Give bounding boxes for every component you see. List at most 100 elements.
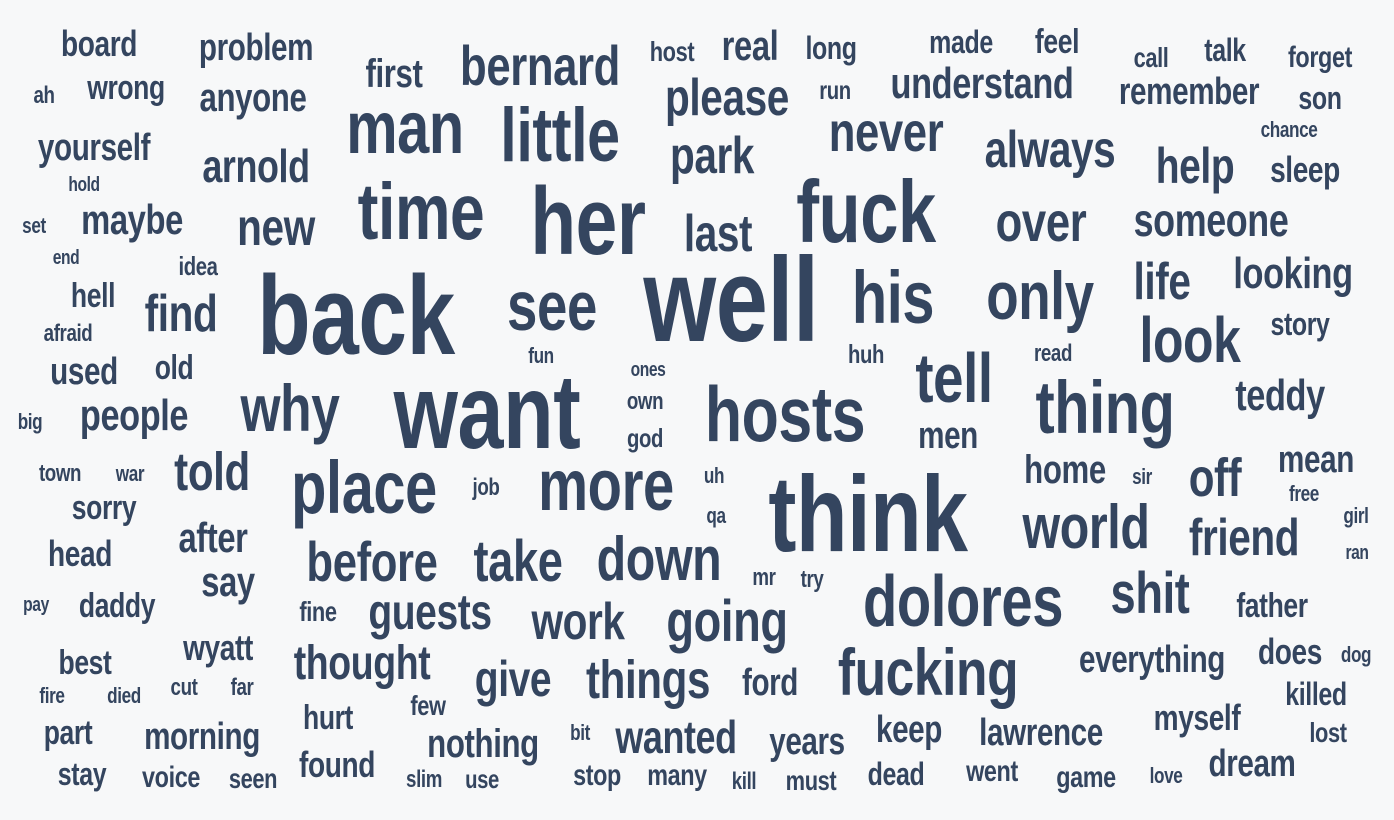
word-work: work: [531, 593, 625, 651]
word-board: board: [60, 23, 138, 64]
word-why: why: [240, 371, 340, 445]
word-over: over: [995, 190, 1087, 253]
word-new: new: [237, 199, 315, 257]
word-must: must: [785, 765, 837, 796]
word-life: life: [1133, 253, 1191, 311]
word-think: think: [768, 453, 968, 574]
word-war: war: [115, 461, 145, 486]
word-try: try: [800, 566, 824, 593]
word-son: son: [1298, 80, 1342, 116]
word-made: made: [929, 24, 993, 60]
word-give: give: [474, 651, 552, 707]
word-never: never: [828, 100, 944, 163]
word-his: his: [851, 256, 935, 339]
word-few: few: [410, 690, 446, 721]
word-only: only: [986, 258, 1094, 334]
word-things: things: [585, 650, 711, 710]
word-well: well: [643, 233, 819, 367]
word-dream: dream: [1208, 743, 1296, 785]
word-arnold: arnold: [202, 140, 310, 192]
word-wanted: wanted: [615, 711, 737, 763]
word-hold: hold: [68, 174, 100, 196]
word-slim: slim: [406, 766, 442, 793]
word-hurt: hurt: [303, 699, 353, 737]
word-men: men: [918, 415, 978, 457]
word-someone: someone: [1133, 194, 1289, 246]
word-kill: kill: [731, 768, 757, 795]
word-head: head: [48, 533, 112, 574]
word-want: want: [393, 353, 581, 471]
word-pay: pay: [23, 594, 49, 616]
word-set: set: [22, 213, 46, 238]
word-use: use: [465, 764, 499, 794]
word-always: always: [984, 121, 1116, 179]
word-told: told: [174, 442, 250, 502]
word-going: going: [666, 589, 788, 654]
word-used: used: [50, 351, 118, 393]
word-daddy: daddy: [78, 587, 156, 625]
word-friend: friend: [1188, 509, 1300, 567]
word-understand: understand: [890, 59, 1074, 108]
word-look: look: [1139, 304, 1241, 376]
word-god: god: [626, 423, 664, 453]
word-wyatt: wyatt: [183, 627, 253, 668]
word-little: little: [500, 93, 620, 178]
word-say: say: [201, 558, 255, 605]
word-uh: uh: [703, 463, 725, 488]
word-her: her: [530, 168, 646, 275]
word-off: off: [1188, 448, 1242, 508]
word-tell: tell: [915, 339, 993, 417]
word-stop: stop: [573, 759, 621, 792]
word-more: more: [538, 446, 674, 526]
word-forget: forget: [1288, 41, 1352, 74]
word-wrong: wrong: [87, 69, 165, 107]
word-help: help: [1155, 138, 1235, 194]
word-big: big: [17, 409, 43, 434]
word-before: before: [306, 530, 438, 593]
word-ran: ran: [1345, 542, 1369, 564]
word-looking: looking: [1233, 249, 1353, 298]
word-park: park: [669, 127, 755, 185]
word-after: after: [178, 514, 248, 561]
word-voice: voice: [142, 761, 200, 794]
word-ah: ah: [33, 82, 55, 109]
word-man: man: [346, 86, 464, 169]
word-run: run: [819, 75, 851, 105]
word-host: host: [649, 36, 695, 67]
word-seen: seen: [228, 763, 278, 794]
word-killed: killed: [1285, 676, 1347, 712]
word-bernard: bernard: [460, 34, 620, 97]
word-went: went: [966, 755, 1018, 788]
word-read: read: [1034, 340, 1072, 367]
word-idea: idea: [178, 251, 218, 281]
word-girl: girl: [1343, 503, 1369, 528]
word-free: free: [1289, 481, 1319, 506]
word-far: far: [230, 674, 254, 701]
word-sir: sir: [1132, 464, 1152, 489]
word-huh: huh: [847, 339, 885, 369]
word-qa: qa: [706, 503, 726, 528]
word-died: died: [107, 683, 141, 708]
word-dog: dog: [1340, 642, 1372, 667]
word-does: does: [1258, 631, 1322, 672]
word-call: call: [1133, 42, 1169, 73]
word-people: people: [79, 391, 189, 440]
word-game: game: [1056, 761, 1116, 794]
word-ones: ones: [630, 359, 666, 381]
word-anyone: anyone: [199, 76, 307, 120]
word-home: home: [1024, 448, 1106, 492]
word-chance: chance: [1260, 117, 1318, 142]
word-problem: problem: [198, 27, 314, 69]
word-fuck: fuck: [796, 162, 936, 261]
word-sorry: sorry: [71, 489, 137, 527]
word-place: place: [291, 446, 437, 529]
word-keep: keep: [875, 709, 943, 751]
word-shit: shit: [1110, 561, 1190, 626]
word-fucking: fucking: [837, 635, 1019, 709]
word-see: see: [507, 267, 597, 345]
word-story: story: [1270, 306, 1330, 342]
word-love: love: [1149, 763, 1183, 788]
word-talk: talk: [1204, 32, 1246, 68]
word-time: time: [357, 167, 485, 256]
